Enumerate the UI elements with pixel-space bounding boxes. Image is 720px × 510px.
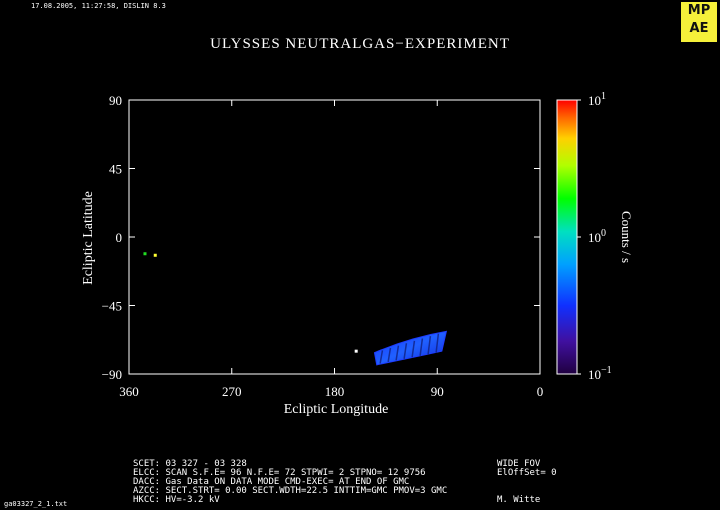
colorbar-tick-label: 10−1 — [588, 365, 612, 382]
x-tick-label: 180 — [325, 384, 345, 399]
scan-sector-line — [427, 336, 432, 355]
x-tick-label: 0 — [537, 384, 544, 399]
colorbar-label: Counts / s — [619, 211, 634, 263]
y-tick-label: 0 — [116, 230, 123, 245]
footer-line: ELCC: SCAN S.F.E= 96 N.F.E= 72 STPWI= 2 … — [133, 468, 426, 478]
footer-line: AZCC: SECT.STRT= 0.00 SECT.WDTH=22.5 INT… — [133, 486, 448, 496]
colorbar-tick-label: 101 — [588, 91, 606, 108]
scan-sector-line — [379, 350, 384, 364]
y-axis-label: Ecliptic Latitude — [81, 191, 96, 285]
footer-right-line: ElOffSet= 0 — [497, 468, 557, 478]
x-axis-label: Ecliptic Longitude — [284, 402, 389, 417]
mpae-logo: MP AE — [681, 2, 717, 42]
timestamp: 17.08.2005, 11:27:58, DISLIN 8.3 — [31, 2, 166, 10]
scan-sector-line — [403, 343, 408, 359]
y-tick-label: −90 — [102, 367, 122, 382]
x-tick-label: 360 — [119, 384, 139, 399]
y-tick-label: −45 — [102, 299, 122, 314]
footer-right-info: WIDE FOV ElOffSet= 0 M. Witte — [497, 460, 557, 505]
footer-info: SCET: 03 327 - 03 328 ELCC: SCAN S.F.E= … — [133, 460, 447, 505]
footer-line: SCET: 03 327 - 03 328 — [133, 459, 247, 469]
y-tick-label: 90 — [109, 93, 122, 108]
x-tick-label: 270 — [222, 384, 242, 399]
x-tick-label: 90 — [431, 384, 444, 399]
scan-sector-line — [387, 347, 392, 362]
source-filename: ga03327_2_1.txt — [4, 500, 68, 508]
scan-sector-line — [395, 345, 400, 361]
data-point — [153, 253, 157, 257]
scan-sector-line — [411, 340, 416, 358]
footer-right-line: M. Witte — [497, 495, 541, 505]
footer-line: HKCC: HV=-3.2 kV — [133, 495, 220, 505]
footer-line: DACC: Gas Data ON DATA MODE CMD-EXEC= AT… — [133, 477, 410, 487]
logo-line-1: MP — [687, 3, 711, 18]
chart-title: ULYSSES NEUTRALGAS−EXPERIMENT — [210, 36, 510, 52]
logo-line-2: AE — [689, 21, 709, 36]
scan-sector-line — [435, 333, 440, 353]
footer-right-line: WIDE FOV — [497, 459, 541, 469]
y-tick-label: 45 — [109, 162, 122, 177]
plot-frame — [128, 99, 541, 375]
colorbar-tick-label: 100 — [588, 228, 606, 245]
data-point — [354, 349, 358, 353]
data-point — [143, 252, 147, 256]
scan-region — [373, 330, 448, 366]
scan-sector-line — [419, 338, 424, 356]
footer-right-line — [497, 478, 557, 487]
colorbar — [556, 99, 578, 375]
